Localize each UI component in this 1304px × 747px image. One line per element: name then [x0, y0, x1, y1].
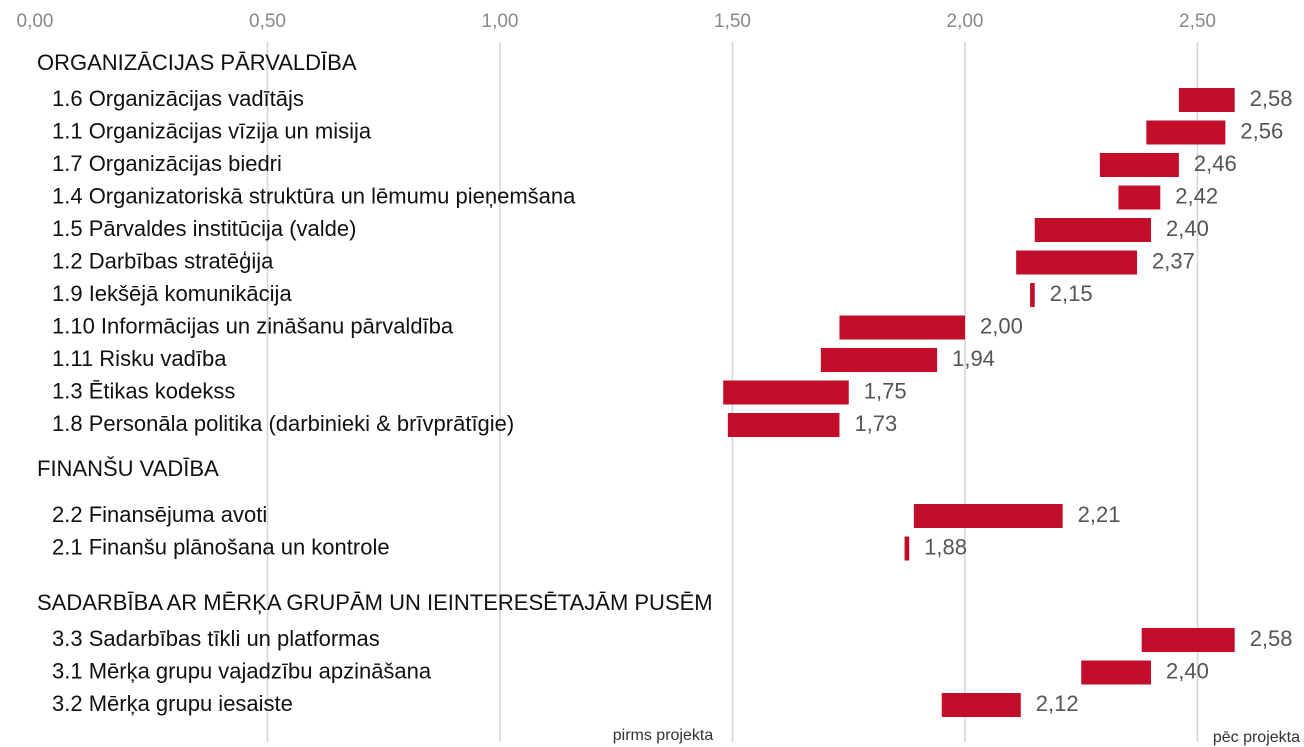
row-label: 1.4 Organizatoriskā struktūra un lēmumu … — [52, 183, 576, 208]
value-label: 2,40 — [1166, 216, 1209, 241]
x-tick-label: 1,50 — [714, 11, 751, 32]
value-label: 2,42 — [1175, 183, 1218, 208]
value-label: 2,56 — [1240, 118, 1283, 143]
group-heading: SADARBĪBA AR MĒRĶA GRUPĀM UN IEINTERESĒT… — [37, 590, 713, 615]
value-label: 1,88 — [924, 534, 967, 559]
value-label: 2,12 — [1036, 691, 1079, 716]
value-label: 2,40 — [1166, 658, 1209, 683]
row-label: 1.3 Ētikas kodekss — [52, 378, 235, 403]
annotation: pirms projekta — [613, 727, 714, 744]
row-label: 1.11 Risku vadība — [52, 346, 227, 371]
value-label: 2,37 — [1152, 248, 1195, 273]
row-label: 1.10 Informācijas un zināšanu pārvaldība — [52, 313, 454, 338]
range-bar — [1118, 185, 1161, 210]
row-label: 1.9 Iekšējā komunikācija — [52, 281, 292, 306]
group-heading: ORGANIZĀCIJAS PĀRVALDĪBA — [37, 50, 357, 75]
x-tick-label: 2,50 — [1179, 11, 1216, 32]
value-label: 1,75 — [864, 378, 907, 403]
row-label: 2.2 Finansējuma avoti — [52, 502, 267, 527]
value-label: 2,58 — [1250, 86, 1293, 111]
range-bar — [913, 504, 1063, 528]
row-label: 1.8 Personāla politika (darbinieki & brī… — [52, 411, 514, 436]
value-label: 2,46 — [1194, 151, 1237, 176]
row-label: 3.1 Mērķa grupu vajadzību apzināšana — [52, 658, 432, 683]
range-bar — [1081, 660, 1151, 685]
row-label: 2.1 Finanšu plānošana un kontrole — [52, 534, 390, 559]
x-tick-label: 0,50 — [249, 11, 286, 32]
range-bar — [1016, 250, 1138, 275]
value-label: 2,21 — [1078, 502, 1121, 527]
x-tick-label: 0,00 — [17, 11, 54, 32]
range-bar — [727, 413, 840, 437]
range-bar — [820, 348, 938, 372]
row-label: 1.6 Organizācijas vadītājs — [52, 86, 304, 111]
range-bar — [1141, 628, 1235, 652]
range-bar — [839, 315, 965, 340]
row-label: 1.1 Organizācijas vīzija un misija — [52, 118, 372, 143]
range-bar — [941, 693, 1021, 717]
range-bar — [1030, 283, 1035, 307]
range-bar — [1178, 88, 1235, 112]
row-label: 1.5 Pārvaldes institūcija (valde) — [52, 216, 356, 241]
range-bar — [1146, 120, 1226, 145]
range-bar — [1099, 153, 1179, 177]
value-label: 2,00 — [980, 313, 1023, 338]
value-label: 2,58 — [1250, 626, 1293, 651]
row-label: 3.3 Sadarbības tīkli un platformas — [52, 626, 380, 651]
row-label: 3.2 Mērķa grupu iesaiste — [52, 691, 293, 716]
value-label: 2,15 — [1050, 281, 1093, 306]
x-tick-label: 2,00 — [947, 11, 984, 32]
group-heading: FINANŠU VADĪBA — [37, 456, 219, 481]
range-bar — [904, 536, 910, 561]
range-bar — [1034, 218, 1151, 242]
x-tick-label: 1,00 — [482, 11, 519, 32]
row-label: 1.2 Darbības stratēģija — [52, 248, 274, 273]
value-label: 1,94 — [952, 346, 995, 371]
value-label: 1,73 — [854, 411, 897, 436]
annotation: pēc projekta — [1213, 729, 1300, 746]
row-label: 1.7 Organizācijas biedri — [52, 151, 282, 176]
range-bar — [723, 380, 849, 405]
